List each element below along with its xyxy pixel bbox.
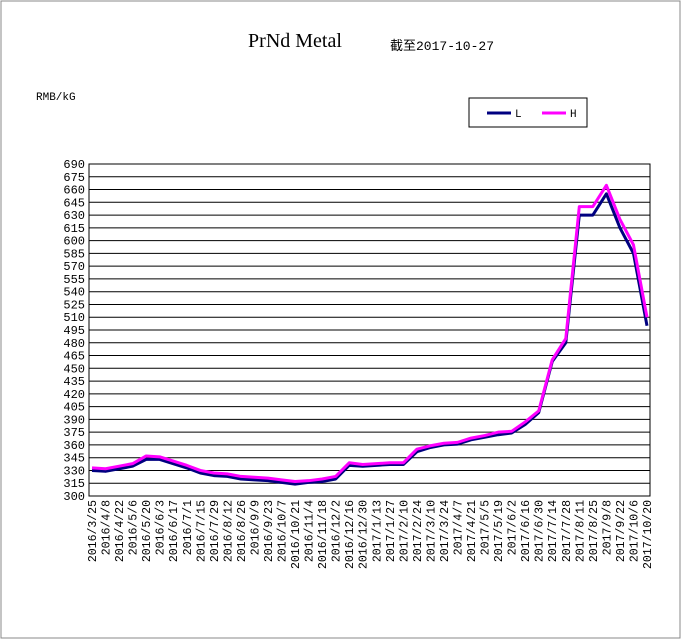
x-tick-label: 2016/11/4 (304, 500, 317, 562)
x-tick-label: 2017/8/11 (574, 500, 587, 562)
x-tick-label: 2016/3/25 (87, 500, 100, 562)
y-tick-label: 465 (63, 350, 85, 364)
x-tick-label: 2017/6/2 (507, 500, 520, 555)
y-tick-label: 525 (63, 298, 85, 312)
y-tick-label: 450 (63, 362, 85, 376)
x-tick-label: 2017/10/20 (642, 500, 655, 569)
x-tick-label: 2017/6/16 (520, 500, 533, 562)
x-tick-label: 2017/9/22 (615, 500, 628, 562)
y-tick-label: 600 (63, 235, 85, 249)
x-tick-label: 2017/3/24 (439, 500, 452, 562)
x-tick-label: 2016/7/29 (209, 500, 222, 562)
y-tick-label: 375 (63, 426, 85, 440)
x-tick-label: 2016/6/17 (168, 500, 181, 562)
y-tick-label: 630 (63, 209, 85, 223)
y-tick-label: 405 (63, 401, 85, 415)
y-tick-label: 540 (63, 286, 85, 300)
y-tick-label: 570 (63, 260, 85, 274)
x-tick-label: 2017/5/19 (493, 500, 506, 562)
x-tick-label: 2017/8/25 (588, 500, 601, 562)
x-tick-label: 2017/7/14 (547, 500, 560, 562)
x-tick-label: 2017/1/27 (385, 500, 398, 562)
line-series (91, 183, 649, 484)
y-tick-label: 555 (63, 273, 85, 287)
x-tick-label: 2017/10/6 (628, 500, 641, 562)
y-tick-label: 690 (63, 158, 85, 172)
x-tick-label: 2016/12/16 (344, 500, 357, 569)
x-tick-label: 2016/10/21 (290, 500, 303, 569)
x-tick-label: 2016/10/7 (277, 500, 290, 562)
y-tick-label: 495 (63, 324, 85, 338)
x-tick-label: 2016/7/15 (195, 500, 208, 562)
y-tick-label: 615 (63, 222, 85, 236)
x-tick-label: 2016/12/2 (331, 500, 344, 562)
y-tick-label: 360 (63, 439, 85, 453)
y-tick-label: 390 (63, 413, 85, 427)
y-tick-label: 660 (63, 184, 85, 198)
x-tick-label: 2016/8/26 (236, 500, 249, 562)
x-tick-label: 2017/2/10 (398, 500, 411, 562)
chart-title: PrNd Metal (248, 30, 342, 52)
x-tick-label: 2017/5/5 (480, 500, 493, 555)
x-tick-label: 2016/4/22 (114, 500, 127, 562)
y-tick-label: 315 (63, 477, 85, 491)
x-tick-label: 2017/1/13 (371, 500, 384, 562)
x-tick-label: 2016/4/8 (101, 500, 114, 555)
x-tick-label: 2017/9/8 (601, 500, 614, 555)
y-tick-label: 300 (63, 490, 85, 504)
y-tick-label: 330 (63, 464, 85, 478)
y-tick-label: 480 (63, 337, 85, 351)
y-tick-label: 585 (63, 247, 85, 261)
chart-subtitle: 截至2017-10-27 (390, 39, 494, 54)
x-tick-label: 2016/9/9 (249, 500, 262, 555)
y-tick-label: 675 (63, 171, 85, 185)
x-tick-label: 2017/2/24 (412, 500, 425, 562)
y-tick-label: 435 (63, 375, 85, 389)
legend-label: H (570, 109, 577, 121)
y-tick-label: 510 (63, 311, 85, 325)
y-tick-label: 345 (63, 452, 85, 466)
legend-label: L (515, 109, 522, 121)
x-tick-label: 2017/3/10 (425, 500, 438, 562)
y-axis-label: RMB/kG (36, 92, 76, 104)
x-tick-label: 2016/6/3 (155, 500, 168, 555)
y-tick-label: 645 (63, 196, 85, 210)
x-tick-label: 2017/7/28 (561, 500, 574, 562)
x-tick-label: 2017/6/30 (534, 500, 547, 562)
x-tick-label: 2016/11/18 (317, 500, 330, 569)
x-tick-label: 2016/12/30 (358, 500, 371, 569)
x-tick-label: 2017/4/21 (466, 500, 479, 562)
y-tick-label: 420 (63, 388, 85, 402)
x-tick-label: 2016/9/23 (263, 500, 276, 562)
x-tick-label: 2016/8/12 (222, 500, 235, 562)
x-tick-label: 2017/4/7 (452, 500, 465, 555)
x-tick-label: 2016/7/1 (182, 500, 195, 555)
x-tick-label: 2016/5/6 (128, 500, 141, 555)
x-tick-label: 2016/5/20 (141, 500, 154, 562)
